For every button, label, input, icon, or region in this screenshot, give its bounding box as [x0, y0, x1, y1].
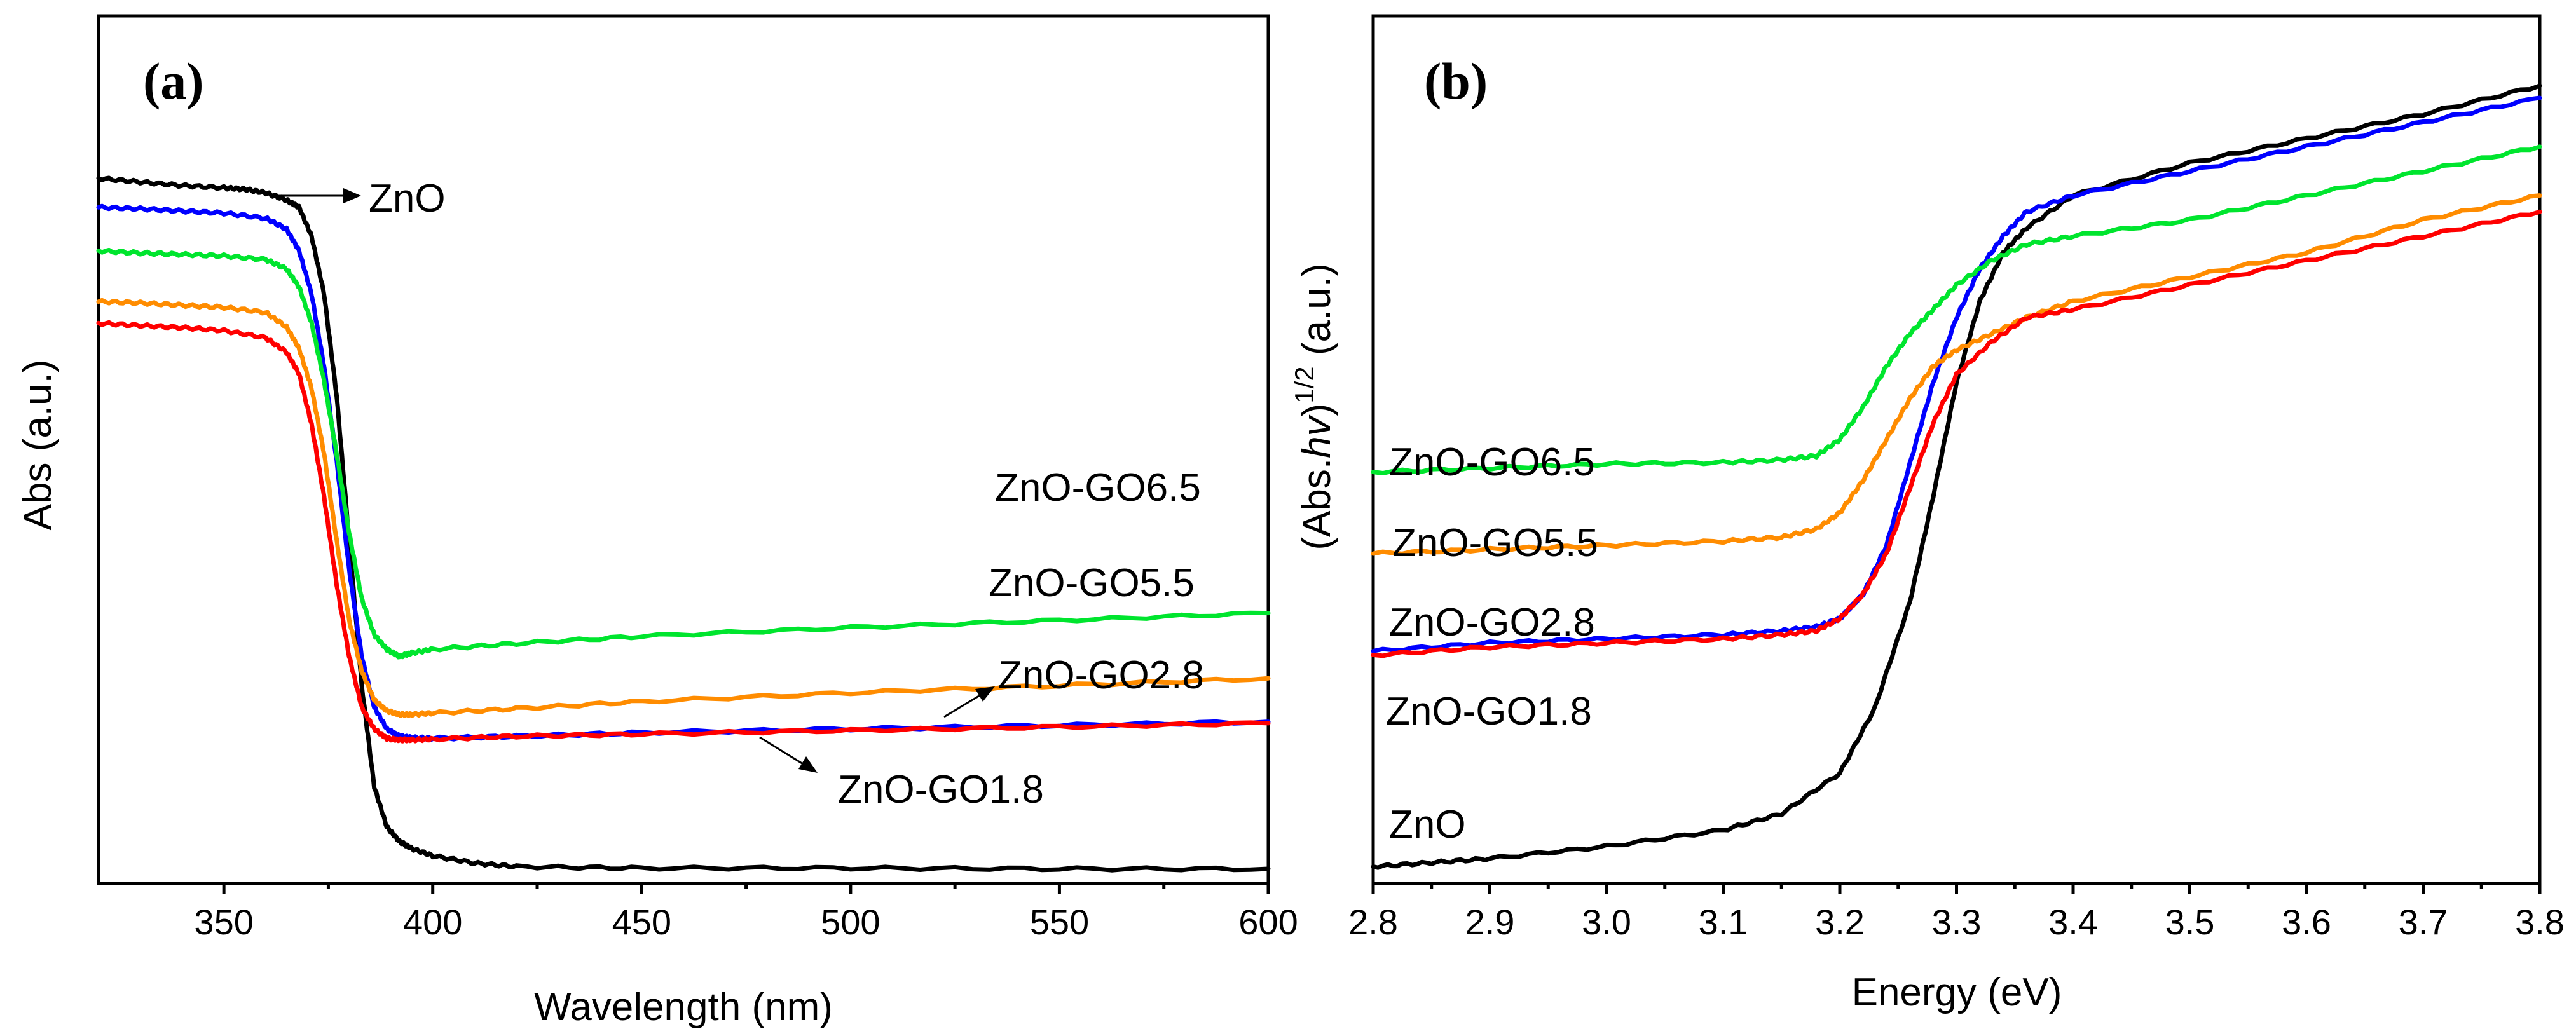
annotation-arrowhead-zno-go1-8 [798, 756, 818, 773]
x-tick-label-a-350: 350 [194, 902, 253, 942]
panel-b-chart: (b) 2.8 2.9 3.0 3.1 3.2 3.3 3.4 3.5 3.6 3.7 3.8 En… [1289, 14, 2565, 1014]
x-tick-label-b-3-8: 3.8 [2515, 902, 2565, 942]
annotation-b-zno-go1-8: ZnO-GO1.8 [1386, 690, 1592, 733]
y-label-italic: hv [1295, 414, 1339, 458]
x-tick-label-b-3-7: 3.7 [2399, 902, 2448, 942]
x-tick-label-b-3-3: 3.3 [1932, 902, 1982, 942]
annotation-b-zno-go2-8: ZnO-GO2.8 [1389, 601, 1595, 644]
annotation-arrow-zno-go1-8 [759, 736, 807, 767]
panel-a-frame [97, 14, 1270, 885]
series-line-b-zno-go2-8 [1371, 95, 2542, 653]
annotation-b-zno-go5-5: ZnO-GO5.5 [1392, 521, 1598, 565]
panel-a-x-axis-label: Wavelength (nm) [534, 985, 833, 1029]
panel-a-annotation-zno-go2-8: ZnO-GO2.8 [943, 653, 1204, 718]
x-tick-label-b-3-0: 3.0 [1582, 902, 1631, 942]
series-line-b-zno-go6-5 [1371, 144, 2542, 475]
series-line-a-zno-go5-5 [96, 297, 1271, 718]
y-label-superscript: 1/2 [1289, 366, 1319, 403]
annotation-label-zno-go1-8: ZnO-GO1.8 [838, 768, 1044, 812]
series-line-b-zno [1371, 83, 2542, 870]
panel-a-annotation-zno-go1-8: ZnO-GO1.8 [759, 736, 1044, 812]
panel-a-chart: (a) 350 400 450 500 550 600 Wavelength (nm) A… [16, 14, 1298, 1029]
series-line-b-zno-go1-8 [1371, 209, 2542, 658]
panel-b-label: (b) [1424, 52, 1488, 110]
series-line-b-zno-go5-5 [1371, 193, 2542, 556]
annotation-label-zno-go2-8: ZnO-GO2.8 [998, 653, 1204, 697]
x-tick-label-a-550: 550 [1030, 902, 1089, 942]
x-tick-label-a-500: 500 [821, 902, 880, 942]
annotation-b-zno-go6-5: ZnO-GO6.5 [1389, 440, 1595, 484]
annotation-arrowhead-zno [343, 188, 361, 203]
y-label-units: (a.u.) [1295, 263, 1339, 366]
panel-a-y-axis-label: Abs (a.u.) [16, 360, 60, 531]
x-tick-label-b-3-1: 3.1 [1699, 902, 1748, 942]
panel-b-x-ticks: 2.8 2.9 3.0 3.1 3.2 3.3 3.4 3.5 3.6 3.7 3.8 [1348, 883, 2565, 942]
panel-a-annotation-zno: ZnO [273, 177, 446, 221]
x-tick-label-a-400: 400 [403, 902, 462, 942]
annotation-b-zno: ZnO [1389, 803, 1466, 847]
panel-a-series [96, 175, 1271, 873]
x-tick-label-b-2-9: 2.9 [1465, 902, 1515, 942]
annotation-label-zno: ZnO [369, 177, 446, 221]
x-tick-label-b-3-6: 3.6 [2282, 902, 2331, 942]
annotation-label-zno-go6-5: ZnO-GO6.5 [995, 466, 1201, 510]
x-tick-label-a-600: 600 [1238, 902, 1298, 942]
panel-b-x-axis-label: Energy (eV) [1852, 971, 2062, 1014]
x-tick-label-a-450: 450 [612, 902, 671, 942]
panel-a-x-ticks: 350 400 450 500 550 600 [194, 883, 1298, 942]
y-label-prefix: (Abs. [1295, 458, 1339, 550]
annotation-arrow-zno-go2-8 [943, 692, 985, 718]
series-line-a-zno-go1-8 [96, 320, 1271, 744]
x-tick-label-b-3-4: 3.4 [2048, 902, 2098, 942]
x-tick-label-b-3-2: 3.2 [1815, 902, 1865, 942]
annotation-arrowhead-zno-go2-8 [975, 686, 995, 702]
y-label-close: ) [1295, 404, 1339, 417]
x-tick-label-b-3-5: 3.5 [2165, 902, 2215, 942]
series-line-a-zno-go6-5 [96, 247, 1271, 660]
annotation-label-zno-go5-5: ZnO-GO5.5 [989, 561, 1195, 605]
x-tick-label-b-2-8: 2.8 [1348, 902, 1398, 942]
panel-b-series [1371, 83, 2542, 870]
panel-b-y-axis-label: (Abs.hv)1/2 (a.u.) [1289, 263, 1339, 550]
series-line-a-zno [96, 175, 1271, 873]
panel-a-label: (a) [143, 52, 204, 110]
